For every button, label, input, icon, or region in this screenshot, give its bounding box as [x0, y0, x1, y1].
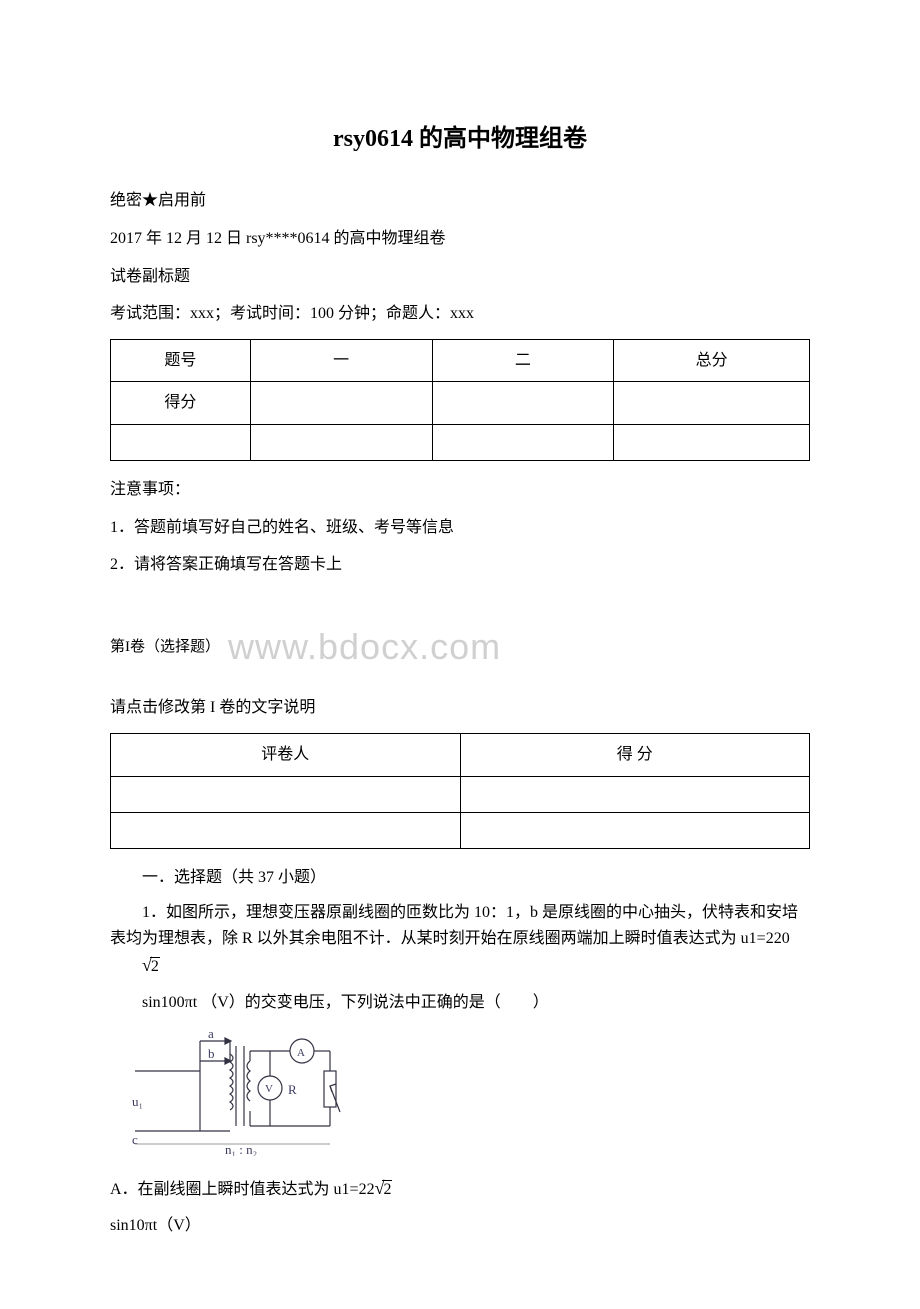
- table-cell: [432, 382, 614, 425]
- label-A: A: [297, 1047, 305, 1059]
- option-a: A．在副线圈上瞬时值表达式为 u1=22√2: [110, 1174, 810, 1203]
- table-cell: 得 分: [460, 733, 810, 776]
- table-row: 得分: [111, 382, 810, 425]
- table-cell: [614, 424, 810, 460]
- circuit-diagram: a b c u₁ A V R n₁ : n₂: [130, 1026, 810, 1165]
- table-cell: [111, 424, 251, 460]
- scope-line: 考试范围：xxx；考试时间：100 分钟；命题人：xxx: [110, 301, 810, 327]
- table-cell: 二: [432, 339, 614, 382]
- table-cell: 一: [250, 339, 432, 382]
- question-text-2: sin100πt （V）的交变电压，下列说法中正确的是（ ）: [110, 990, 810, 1016]
- table-cell: [460, 776, 810, 812]
- label-V: V: [265, 1083, 273, 1095]
- label-a: a: [208, 1026, 214, 1041]
- table-cell: 题号: [111, 339, 251, 382]
- score-table: 题号 一 二 总分 得分: [110, 339, 810, 461]
- table-cell: [432, 424, 614, 460]
- part-title: 一．选择题（共 37 小题）: [110, 865, 810, 891]
- label-b: b: [208, 1046, 215, 1061]
- label-R: R: [288, 1082, 297, 1097]
- table-cell: 得分: [111, 382, 251, 425]
- option-a-cont: sin10πt（V）: [110, 1213, 810, 1239]
- eval-table: 评卷人 得 分: [110, 733, 810, 849]
- q1-text: 1．如图所示，理想变压器原副线圈的匝数比为 10：1，b 是原线圈的中心抽头，伏…: [110, 904, 798, 947]
- section-desc: 请点击修改第 I 卷的文字说明: [110, 695, 810, 721]
- sqrt-icon: √2: [375, 1174, 393, 1203]
- watermark-text: www.bdocx.com: [228, 618, 501, 676]
- label-u1: u₁: [132, 1094, 143, 1109]
- label-c: c: [132, 1132, 138, 1147]
- table-cell: [460, 812, 810, 848]
- subtitle-line: 2017 年 12 月 12 日 rsy****0614 的高中物理组卷: [110, 226, 810, 252]
- page-title: rsy0614 的高中物理组卷: [110, 120, 810, 158]
- table-row: [111, 424, 810, 460]
- notice-item: 2．请将答案正确填写在答题卡上: [110, 552, 810, 578]
- table-row: [111, 776, 810, 812]
- table-row: 评卷人 得 分: [111, 733, 810, 776]
- table-cell: [111, 776, 461, 812]
- sub2-line: 试卷副标题: [110, 264, 810, 290]
- notice-item: 1．答题前填写好自己的姓名、班级、考号等信息: [110, 515, 810, 541]
- question-text: 1．如图所示，理想变压器原副线圈的匝数比为 10：1，b 是原线圈的中心抽头，伏…: [110, 900, 810, 980]
- section-label: 第I卷（选择题）: [110, 635, 220, 659]
- confidential-line: 绝密★启用前: [110, 188, 810, 214]
- table-cell: [250, 382, 432, 425]
- label-ratio: n₁ : n₂: [225, 1142, 257, 1156]
- notice-title: 注意事项：: [110, 477, 810, 503]
- table-cell: 评卷人: [111, 733, 461, 776]
- table-cell: 总分: [614, 339, 810, 382]
- table-cell: [614, 382, 810, 425]
- optA-text: A．在副线圈上瞬时值表达式为 u1=22: [110, 1181, 375, 1198]
- sqrt-icon: √2: [110, 951, 160, 980]
- table-row: 题号 一 二 总分: [111, 339, 810, 382]
- table-cell: [111, 812, 461, 848]
- table-row: [111, 812, 810, 848]
- section-heading: 第I卷（选择题） www.bdocx.com: [110, 618, 810, 676]
- table-cell: [250, 424, 432, 460]
